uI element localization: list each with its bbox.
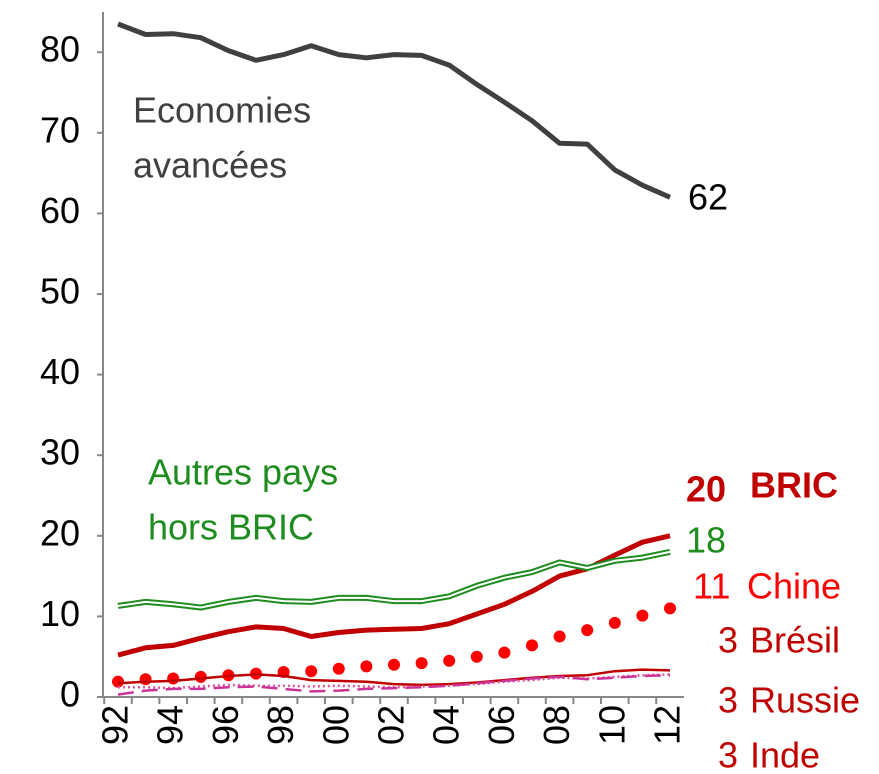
series-label: BRIC [750,465,838,506]
series-label: Inde [750,735,820,774]
end-label: 3 [718,680,738,721]
y-tick-label: 20 [40,512,80,553]
data-point [664,602,676,615]
x-tick-label: 02 [371,705,412,745]
series-label: Russie [750,680,860,721]
series-label: Autres pays [148,452,338,493]
x-tick-label: 96 [205,705,246,745]
line-inner [117,550,671,609]
data-point [360,660,373,673]
series-label: Chine [747,566,841,607]
data-point [415,657,428,670]
y-tick-label: 60 [40,190,80,231]
y-tick-label: 70 [40,109,80,150]
data-point [305,665,318,678]
line [117,533,671,658]
series-label: avancées [133,145,287,186]
x-tick-label: 04 [426,705,467,745]
x-tick-label: 12 [647,705,688,745]
x-tick-label: 98 [260,705,301,745]
data-point [139,673,152,686]
series-label: hors BRIC [148,507,314,548]
x-tick-label: 94 [150,705,191,745]
data-point [388,658,400,671]
line [117,21,672,200]
end-label: 3 [718,735,738,774]
series-label: Brésil [750,620,840,661]
end-label: 62 [688,177,728,218]
data-point [553,630,566,643]
data-point [470,650,483,663]
data-point [112,675,124,688]
y-tick-label: 30 [40,432,80,473]
y-tick-label: 10 [40,593,80,634]
x-tick-label: 10 [591,705,632,745]
y-tick-label: 0 [60,674,80,715]
y-tick-label: 50 [40,271,80,312]
x-tick-label: 92 [95,705,136,745]
data-point [608,616,621,629]
data-point [443,654,456,667]
line [117,673,671,696]
end-label: 20 [686,469,726,510]
data-point [526,639,538,652]
data-point [194,670,207,683]
data-point [498,646,511,659]
data-point [332,662,345,675]
y-tick-label: 80 [40,29,80,70]
series-label: Economies [133,90,311,131]
x-tick-label: 08 [536,705,577,745]
x-tick-label: 00 [315,705,356,745]
end-label: 3 [718,620,738,661]
line [117,668,671,687]
end-label: 18 [686,520,726,561]
y-tick-label: 40 [40,351,80,392]
data-point [636,609,649,622]
end-label: 11 [693,566,730,607]
data-point [167,672,180,685]
data-point [581,624,594,637]
line [117,548,671,611]
x-tick-label: 06 [481,705,522,745]
